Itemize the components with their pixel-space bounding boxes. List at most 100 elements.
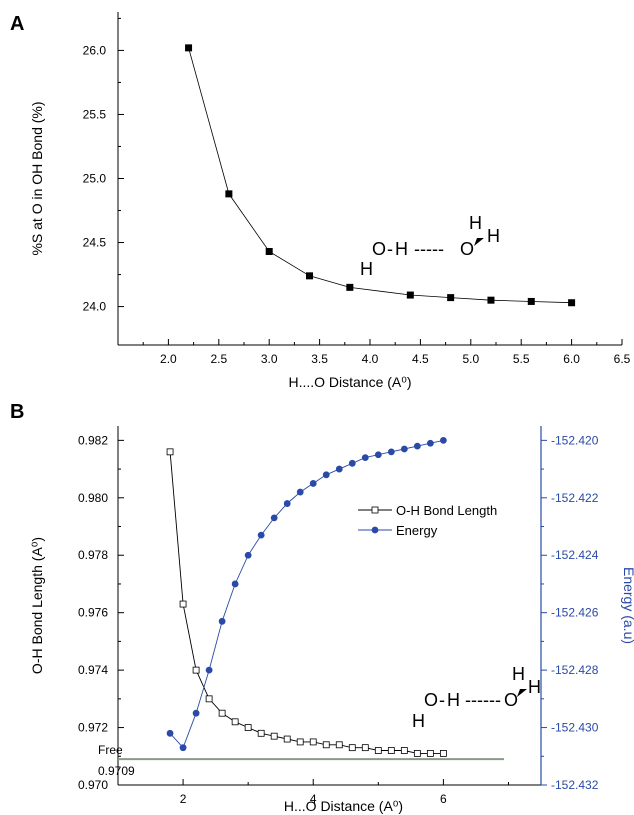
panel-a-x-tick-label: 3.5 — [311, 352, 328, 366]
panel-b-legend: O-H Bond Length Energy — [358, 503, 497, 538]
molecule-h-atom: H — [528, 677, 541, 697]
panel-b-energy-point — [322, 471, 330, 479]
molecule-h-atom: H — [512, 664, 525, 684]
panel-b-energy-point — [374, 451, 382, 459]
panel-b-bond-length-point — [296, 738, 304, 746]
panel-a-x-tick-label: 4.0 — [362, 352, 379, 366]
panel-b-bond-length-point — [257, 729, 265, 737]
panel-b-x-axis-title: H...O Distance (A⁰) — [284, 798, 403, 814]
panel-a-y-tick-label: 24.0 — [83, 300, 107, 314]
molecule-bond: - — [387, 239, 393, 259]
molecule-wedge-bond — [474, 238, 484, 246]
panel-b-bond-length-point — [218, 709, 226, 717]
panel-a-molecule-diagram: HO - H ----- OHH — [360, 213, 500, 279]
panel-b-right-y-tick-label: -152.424 — [551, 548, 599, 562]
panel-b-energy-point — [257, 531, 265, 539]
panel-b-energy-point — [439, 436, 447, 444]
panel-b-bond-length-point — [205, 695, 213, 703]
panel-b-bond-length-point — [270, 732, 278, 740]
molecule-h-atom: H — [447, 690, 460, 710]
panel-a-series-line — [188, 47, 572, 304]
panel-b-molecule-diagram: HO - H ------ OHH — [412, 664, 541, 731]
panel-b-left-y-tick-label: 0.972 — [78, 721, 108, 735]
molecule-hydrogen-bond: ----- — [414, 239, 444, 259]
panel-b-energy-point — [218, 617, 226, 625]
panel-b-bond-length-point — [387, 747, 395, 754]
panel-a-x-tick-label: 2.5 — [210, 352, 227, 366]
panel-a-y-tick-label: 25.5 — [83, 107, 107, 121]
panel-b-left-y-tick-label: 0.982 — [78, 433, 108, 447]
panel-b: B 0.970 0.972 0.974 0.976 0.978 0.980 0.982 -152… — [10, 401, 634, 814]
panel-b-energy-point — [296, 488, 304, 496]
molecule-h-atom: H — [469, 213, 482, 233]
panel-b-right-y-tick-label: -152.430 — [551, 721, 599, 735]
panel-a-y-tick-label: 25.0 — [83, 172, 107, 186]
panel-b-energy-point — [426, 439, 434, 447]
panel-b-x-tick-label: 6 — [440, 792, 447, 806]
molecule-hydrogen-bond: ------ — [465, 690, 501, 710]
panel-b-left-y-axis-title: O-H Bond Length (A⁰) — [29, 537, 45, 674]
panel-a-y-axis-title: %S at O in OH Bond (%) — [29, 101, 45, 255]
panel-b-energy-point — [244, 551, 252, 559]
panel-a-x-tick-label: 4.5 — [412, 352, 429, 366]
panel-a: A 24.0 24.5 25.0 25.5 26.0 2.0 2.5 3.0 3.5 4.0 4.5 5… — [10, 12, 631, 390]
panel-b-left-y-tick-label: 0.974 — [78, 663, 108, 677]
panel-a-x-tick-label: 2.0 — [160, 352, 177, 366]
molecule-h-atom: H — [412, 711, 425, 731]
panel-b-left-y-tick-label: 0.980 — [78, 491, 108, 505]
panel-b-right-y-tick-label: -152.432 — [551, 778, 599, 792]
panel-b-right-y-tick-label: -152.428 — [551, 663, 599, 677]
molecule-o-atom: O — [372, 239, 386, 259]
panel-b-energy-point — [179, 744, 187, 752]
molecule-h-atom: H — [395, 239, 408, 259]
panel-a-data-point — [447, 294, 455, 302]
panel-a-y-tick-label: 26.0 — [83, 43, 107, 57]
panel-b-right-y-tick-label: -152.422 — [551, 491, 599, 505]
panel-a-data-point — [487, 296, 495, 304]
panel-a-data-point — [225, 190, 233, 198]
panel-a-data-point — [568, 299, 576, 307]
panel-b-energy-point — [387, 448, 395, 456]
panel-b-bond-length-point — [166, 448, 174, 456]
panel-b-left-y-tick-label: 0.978 — [78, 548, 108, 562]
legend-energy-marker — [371, 526, 379, 534]
panel-a-data-point — [265, 248, 273, 256]
panel-b-bond-length-point — [439, 750, 447, 757]
panel-b-energy-point — [400, 445, 408, 453]
panel-b-energy-point — [348, 459, 356, 467]
panel-b-bond-length-point — [400, 747, 408, 754]
molecule-wedge-bond — [517, 689, 527, 697]
panel-a-x-axis-title: H....O Distance (A⁰) — [288, 374, 411, 390]
panel-a-data-point — [346, 283, 354, 291]
panel-b-bond-length-line — [169, 451, 444, 754]
legend-energy-label: Energy — [396, 523, 438, 538]
panel-b-bond-length-point — [192, 666, 200, 674]
legend-bond-length-label: O-H Bond Length — [396, 503, 497, 518]
panel-b-label: B — [10, 401, 24, 423]
panel-b-x-tick-label: 2 — [180, 792, 187, 806]
panel-a-label: A — [10, 13, 24, 35]
panel-b-energy-point — [166, 729, 174, 737]
panel-a-data-point — [306, 272, 314, 280]
molecule-o-atom: O — [424, 690, 438, 710]
molecule-h-atom: H — [487, 226, 500, 246]
panel-b-bond-length-point — [335, 741, 343, 749]
panel-a-data-point — [185, 44, 193, 52]
panel-a-x-tick-label: 3.0 — [261, 352, 278, 366]
panel-b-right-y-axis-title: Energy (a.u) — [621, 567, 634, 644]
panel-a-data-point — [527, 297, 535, 305]
legend-bond-length-marker — [371, 506, 379, 514]
panel-b-bond-length-point — [413, 750, 421, 757]
panel-a-data-point — [406, 291, 414, 299]
panel-b-bond-length-point — [426, 750, 434, 757]
molecule-bond: - — [439, 690, 445, 710]
panel-b-energy-point — [192, 709, 200, 717]
panel-b-energy-point — [270, 514, 278, 522]
panel-a-x-tick-label: 5.5 — [513, 352, 530, 366]
panel-b-bond-length-point — [179, 600, 187, 608]
panel-b-left-y-tick-label: 0.976 — [78, 606, 108, 620]
panel-a-y-tick-label: 24.5 — [83, 236, 107, 250]
panel-b-energy-point — [231, 580, 239, 588]
panel-b-bond-length-point — [322, 741, 330, 749]
